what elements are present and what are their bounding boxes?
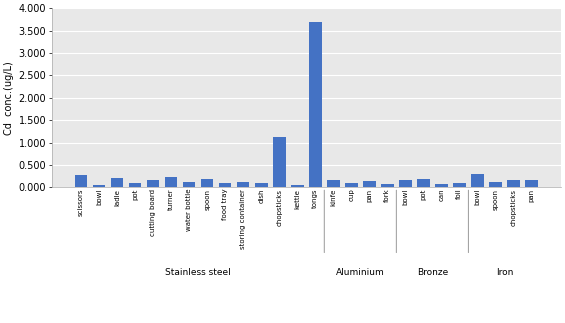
Y-axis label: Cd  conc.(ug/L): Cd conc.(ug/L) <box>4 61 14 135</box>
Text: Iron: Iron <box>496 268 513 277</box>
Bar <box>471 174 484 187</box>
Bar <box>165 177 177 187</box>
Bar <box>525 181 538 187</box>
Bar <box>345 183 358 187</box>
Bar <box>183 182 195 187</box>
Bar <box>273 137 285 187</box>
Bar <box>327 180 340 187</box>
Bar <box>381 183 394 187</box>
Bar <box>111 178 123 187</box>
Bar <box>399 180 412 187</box>
Bar <box>201 179 214 187</box>
Bar <box>453 183 466 187</box>
Text: Stainless steel: Stainless steel <box>166 268 231 277</box>
Bar <box>417 179 429 187</box>
Bar <box>489 182 502 187</box>
Text: Aluminium: Aluminium <box>336 268 385 277</box>
Bar <box>255 183 267 187</box>
Bar <box>93 185 106 187</box>
Text: Bronze: Bronze <box>417 268 448 277</box>
Bar <box>507 181 520 187</box>
Bar <box>129 183 141 187</box>
Bar <box>237 182 250 187</box>
Bar <box>309 22 321 187</box>
Bar <box>147 180 159 187</box>
Bar <box>291 185 303 187</box>
Bar <box>219 183 232 187</box>
Bar <box>435 183 447 187</box>
Bar <box>75 175 88 187</box>
Bar <box>363 181 376 187</box>
